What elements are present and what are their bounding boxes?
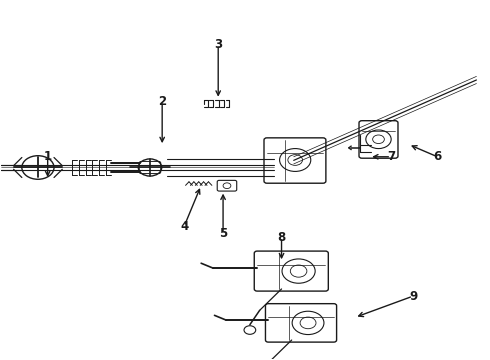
- Text: 2: 2: [158, 95, 166, 108]
- Text: 6: 6: [433, 150, 441, 163]
- Text: 1: 1: [44, 150, 52, 163]
- Text: 7: 7: [387, 150, 395, 163]
- Text: 3: 3: [214, 38, 222, 51]
- Text: 4: 4: [180, 220, 188, 233]
- Text: 9: 9: [409, 289, 417, 303]
- Text: 5: 5: [219, 227, 227, 240]
- Text: 8: 8: [277, 231, 286, 244]
